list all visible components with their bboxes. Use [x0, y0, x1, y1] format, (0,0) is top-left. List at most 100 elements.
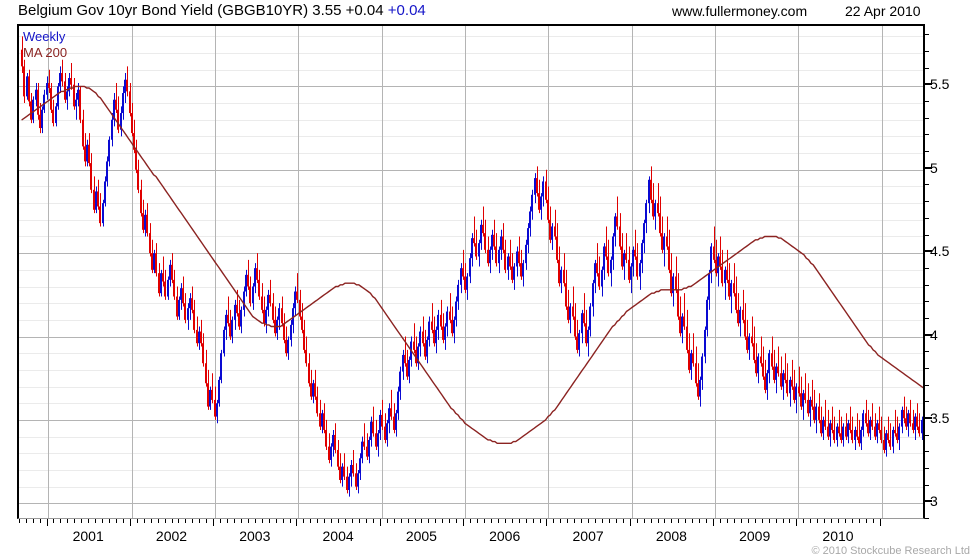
x-axis-minor-tick	[615, 519, 617, 523]
x-axis-minor-tick	[435, 519, 437, 523]
x-axis-minor-tick	[185, 519, 187, 523]
x-axis-minor-tick	[143, 519, 145, 523]
chart-gridlines	[19, 26, 923, 518]
x-axis-minor-tick	[747, 519, 749, 523]
x-axis-minor-tick	[275, 519, 277, 523]
y-axis-minor-tick	[925, 267, 929, 269]
x-axis-major-tick	[629, 519, 631, 526]
x-axis-minor-tick	[88, 519, 90, 523]
x-axis-tick-label: 2010	[822, 528, 854, 544]
x-axis-minor-tick	[164, 519, 166, 523]
y-axis-minor-tick	[925, 217, 929, 219]
x-axis-minor-tick	[310, 519, 312, 523]
x-axis-minor-tick	[157, 519, 159, 523]
x-axis-minor-tick	[678, 519, 680, 523]
x-axis-minor-tick	[393, 519, 395, 523]
x-axis-minor-tick	[122, 519, 124, 523]
x-axis-major-tick	[213, 519, 215, 526]
y-axis-major-tick	[925, 416, 932, 419]
y-axis-major-tick	[925, 166, 932, 169]
y-axis-tick-label: 5.5	[930, 76, 950, 93]
y-axis-tick-label: 3.5	[930, 409, 950, 426]
y-axis-minor-tick	[925, 201, 929, 203]
x-axis-minor-tick	[338, 519, 340, 523]
site-url-label: www.fullermoney.com	[672, 3, 808, 19]
chart-series-layer	[19, 26, 923, 518]
x-axis-minor-tick	[289, 519, 291, 523]
x-axis-minor-tick	[171, 519, 173, 523]
y-axis-minor-tick	[925, 51, 929, 52]
y-axis-labels: 5.5 5 4.5 4 3.5 3	[930, 24, 980, 519]
y-axis-minor-tick	[925, 301, 929, 303]
x-axis-minor-tick	[192, 519, 194, 523]
x-axis-minor-tick	[136, 519, 138, 523]
x-axis-minor-tick	[247, 519, 249, 523]
y-axis-minor-tick	[925, 468, 929, 469]
x-axis-minor-tick	[470, 519, 471, 523]
chart-header: Belgium Gov 10yr Bond Yield (GBGB10YR) 3…	[0, 0, 980, 24]
x-axis-minor-tick	[831, 519, 833, 523]
x-axis-minor-tick	[754, 519, 756, 523]
x-axis-minor-tick	[449, 519, 451, 523]
x-axis-minor-tick	[838, 519, 839, 523]
x-axis-minor-tick	[845, 519, 846, 523]
x-axis-minor-tick	[685, 519, 687, 523]
x-axis-minor-tick	[352, 519, 353, 523]
x-axis-minor-tick	[428, 519, 430, 523]
x-axis-minor-tick	[699, 519, 701, 523]
x-axis-tick-label: 2004	[322, 528, 354, 544]
x-axis-minor-tick	[608, 519, 610, 523]
x-axis-minor-tick	[601, 519, 603, 523]
x-axis-minor-tick	[511, 519, 513, 523]
x-axis-minor-tick	[664, 519, 666, 523]
x-axis-minor-tick	[581, 519, 583, 523]
x-axis-ticks	[17, 519, 927, 526]
y-axis-minor-tick	[925, 234, 929, 236]
x-axis-minor-tick	[872, 519, 874, 523]
x-axis-minor-tick	[317, 519, 319, 523]
x-axis-minor-tick	[574, 519, 576, 523]
x-axis-minor-tick	[331, 519, 333, 523]
y-axis-major-tick	[925, 250, 932, 253]
x-axis-minor-tick	[414, 519, 416, 523]
y-axis-major-tick	[925, 500, 932, 503]
x-axis-minor-tick	[483, 519, 485, 523]
x-axis-minor-tick	[782, 519, 784, 523]
y-axis-minor-tick	[925, 67, 929, 69]
x-axis-minor-tick	[865, 519, 867, 523]
x-axis-minor-tick	[74, 519, 76, 523]
x-axis-minor-tick	[477, 519, 478, 523]
y-axis-minor-tick	[925, 484, 929, 486]
y-axis-major-tick	[925, 333, 932, 336]
x-axis-minor-tick	[115, 519, 117, 523]
x-axis-minor-tick	[254, 519, 256, 523]
copyright-notice: © 2010 Stockcube Research Ltd	[811, 545, 970, 557]
y-axis-minor-tick	[925, 117, 929, 119]
y-axis-minor-tick	[925, 451, 929, 453]
x-axis-minor-tick	[706, 519, 708, 523]
x-axis-major-tick	[46, 519, 48, 526]
x-axis-minor-tick	[588, 519, 590, 523]
x-axis-major-tick	[129, 519, 131, 526]
x-axis-minor-tick	[95, 519, 97, 523]
x-axis-minor-tick	[643, 519, 645, 523]
x-axis-minor-tick	[775, 519, 777, 523]
price-change-value: +0.04	[387, 2, 426, 19]
x-axis-minor-tick	[18, 519, 20, 523]
x-axis-minor-tick	[365, 519, 367, 523]
x-axis-minor-tick	[268, 519, 270, 523]
x-axis-minor-tick	[518, 519, 520, 523]
x-axis-minor-tick	[525, 519, 527, 523]
x-axis-minor-tick	[227, 519, 228, 523]
x-axis-minor-tick	[199, 519, 201, 523]
x-axis-minor-tick	[740, 519, 742, 523]
y-axis-tick-label: 4.5	[930, 243, 950, 260]
x-axis-minor-tick	[150, 519, 152, 523]
x-axis-minor-tick	[234, 519, 235, 523]
x-axis-minor-tick	[67, 519, 69, 523]
x-axis-minor-tick	[810, 519, 812, 523]
x-axis-minor-tick	[622, 519, 624, 523]
x-axis-minor-tick	[386, 519, 388, 523]
x-axis-minor-tick	[636, 519, 638, 523]
x-axis-minor-tick	[789, 519, 791, 523]
